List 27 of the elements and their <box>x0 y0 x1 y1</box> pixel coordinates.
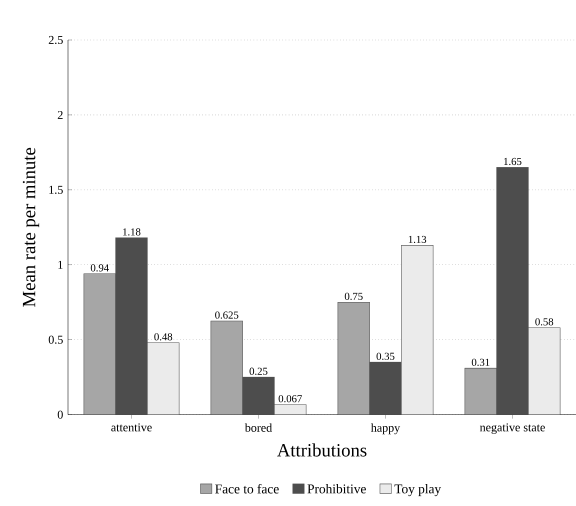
y-tick-label: 0 <box>58 410 63 419</box>
x-axis-title: Attributions <box>277 443 366 457</box>
x-tick-label: happy <box>370 423 400 434</box>
legend-label: Prohibitive <box>307 484 366 494</box>
y-tick-label: 1 <box>58 260 63 269</box>
data-label: 0.58 <box>535 318 554 326</box>
data-label: 1.18 <box>123 228 140 236</box>
legend-label: Toy play <box>394 484 442 496</box>
data-label: 0.25 <box>250 368 268 375</box>
y-tick-label: 2 <box>58 110 63 119</box>
y-tick-label: 0.5 <box>48 336 63 344</box>
data-label: 0.31 <box>472 358 490 366</box>
data-label: 1.13 <box>408 236 426 244</box>
y-tick-label: 2.5 <box>48 36 63 44</box>
x-tick-label: attentive <box>111 423 152 432</box>
x-tick-label: negative state <box>480 423 545 434</box>
legend-label: Face to face <box>215 484 279 494</box>
data-label: 0.625 <box>215 311 238 319</box>
data-label: 0.067 <box>278 395 302 402</box>
x-tick-label: bored <box>244 423 272 432</box>
data-label: 1.65 <box>504 158 522 166</box>
data-label: 0.48 <box>154 333 172 340</box>
data-label: 0.94 <box>90 264 109 272</box>
data-label: 0.75 <box>344 292 363 300</box>
y-axis-title: Mean rate per minute <box>22 148 40 307</box>
y-tick-label: 1.5 <box>49 186 63 194</box>
data-label: 0.35 <box>376 352 394 360</box>
